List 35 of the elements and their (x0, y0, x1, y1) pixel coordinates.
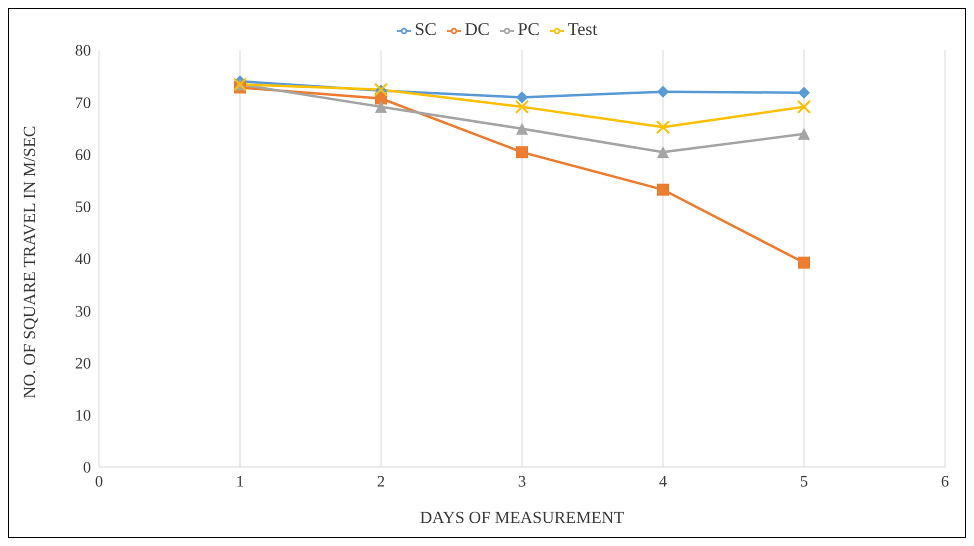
y-tick-label: 20 (75, 355, 91, 372)
y-axis-title: NO. OF SQUARE TRAVEL IN M/SEC (20, 126, 40, 398)
point (515, 100, 529, 114)
y-tick-label: 0 (83, 460, 91, 477)
legend-label: SC (414, 19, 437, 39)
point (657, 86, 669, 98)
x-tick-label: 0 (95, 473, 103, 490)
legend-label: Test (568, 19, 598, 39)
point (798, 128, 810, 140)
point (797, 100, 811, 114)
legend-label: DC (464, 19, 490, 39)
x-tick-label: 2 (377, 473, 385, 490)
y-tick-label: 70 (75, 94, 91, 112)
y-tick-label: 30 (75, 303, 91, 320)
x-tick-label: 5 (800, 473, 808, 490)
x-tick-label: 6 (941, 473, 949, 490)
point (516, 122, 528, 135)
y-tick-label: 10 (75, 408, 91, 425)
point (798, 86, 810, 99)
point (516, 91, 528, 104)
point (516, 146, 528, 158)
x-tick-label: 1 (236, 473, 244, 490)
y-tick-label: 40 (75, 251, 91, 268)
x-axis-title: DAYS OF MEASUREMENT (420, 508, 625, 528)
y-tick-label: 60 (75, 146, 91, 164)
x-tick-label: 4 (659, 473, 667, 490)
point (798, 256, 810, 269)
y-tick-label: 80 (75, 42, 91, 60)
point (656, 120, 670, 134)
x-tick-label: 3 (518, 473, 526, 490)
legend-label: PC (518, 19, 540, 39)
point (375, 100, 387, 113)
y-tick-label: 50 (75, 199, 91, 216)
point (657, 184, 669, 196)
point (657, 146, 669, 158)
